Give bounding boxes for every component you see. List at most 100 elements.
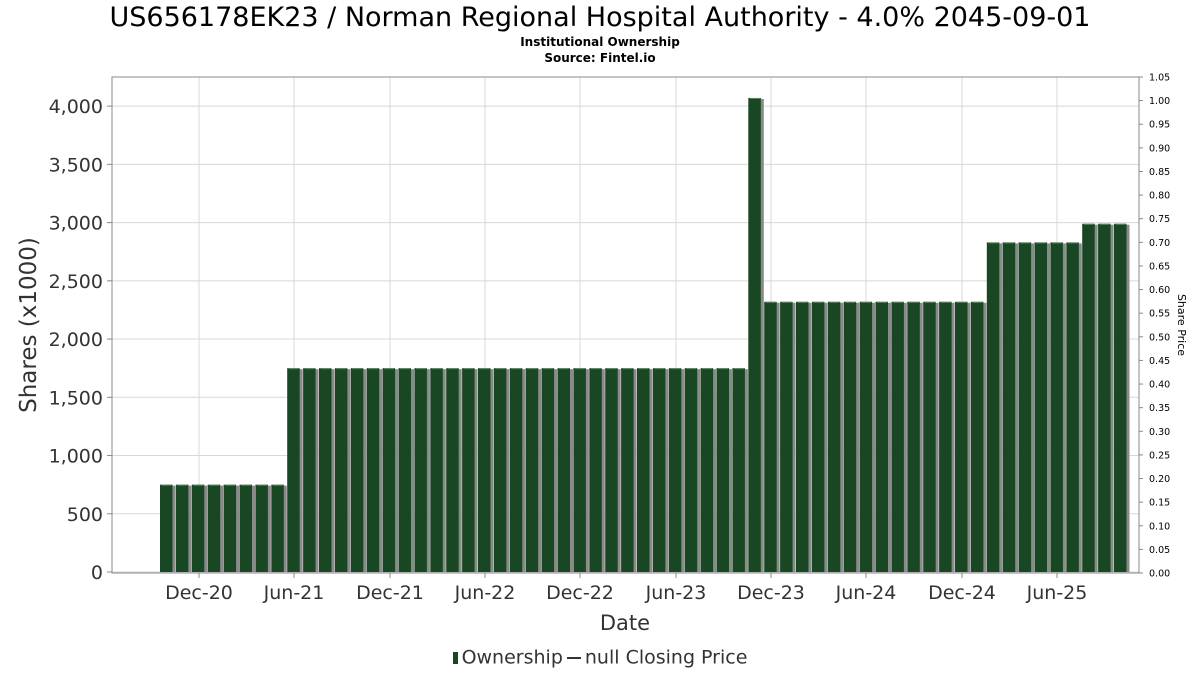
ownership-bar — [1050, 242, 1063, 572]
x-tick-label: Jun-22 — [454, 582, 516, 604]
y-tick-label: 2,000 — [49, 329, 103, 351]
ownership-bar — [605, 368, 618, 572]
y2-tick-label: 0.30 — [1149, 427, 1170, 438]
x-tick-label: Jun-25 — [1026, 582, 1088, 604]
chart-title: US656178EK23 / Norman Regional Hospital … — [109, 2, 1091, 33]
chart-source: Source: Fintel.io — [544, 51, 656, 65]
price-legend-swatch — [566, 656, 581, 659]
ownership-bar — [541, 368, 555, 572]
x-tick-label: Jun-23 — [645, 582, 707, 604]
ownership-bar — [271, 484, 284, 572]
ownership-bar — [191, 484, 205, 572]
y2-tick-label: 0.35 — [1149, 403, 1170, 414]
ownership-bar — [1002, 242, 1016, 572]
ownership-bar — [175, 484, 189, 572]
ownership-bar — [955, 301, 968, 572]
y-tick-label: 1,500 — [49, 387, 103, 409]
ownership-bar — [716, 368, 729, 572]
y-tick-label: 500 — [67, 504, 103, 526]
ownership-bar — [1066, 242, 1079, 572]
ownership-bar — [350, 368, 364, 572]
axes: 0 500 1,000 1,500 2,000 2,500 3,000 3,500 4,000 D… — [49, 73, 1171, 605]
ownership-bar — [939, 301, 952, 572]
y2-tick-label: 0.00 — [1149, 569, 1170, 580]
ownership-bar — [732, 368, 745, 572]
x-tick-label: Jun-24 — [835, 582, 897, 604]
ownership-bar — [557, 368, 570, 572]
y2-tick-label: 1.00 — [1149, 96, 1170, 107]
ownership-bar — [796, 301, 809, 572]
ownership-legend-swatch — [452, 651, 458, 664]
ownership-bar — [319, 368, 332, 572]
ownership-bar — [621, 368, 634, 572]
bars — [160, 97, 1130, 573]
y-tick-label: 3,500 — [49, 154, 103, 176]
ownership-bar — [398, 368, 411, 572]
x-axis-label: Date — [600, 611, 650, 635]
ownership-bar — [1098, 223, 1111, 573]
x-tick-label: Dec-20 — [165, 582, 233, 604]
y2-tick-label: 0.20 — [1149, 474, 1170, 485]
y-tick-label: 4,000 — [49, 96, 103, 118]
ownership-bar — [1034, 242, 1047, 572]
ownership-bar — [780, 301, 793, 572]
ownership-bar — [223, 484, 237, 572]
ownership-bar — [700, 368, 714, 572]
legend-ownership: Ownership — [461, 646, 563, 669]
ownership-bar — [382, 368, 396, 572]
ownership-bar — [764, 301, 777, 572]
plot-frame — [111, 76, 1140, 574]
x-tick-label: Dec-23 — [737, 582, 805, 604]
ownership-bar — [923, 301, 936, 572]
y2-tick-label: 0.50 — [1149, 332, 1170, 343]
y2-tick-label: 0.45 — [1149, 356, 1170, 367]
y2-tick-label: 0.05 — [1149, 545, 1170, 556]
ownership-bar — [1082, 223, 1095, 573]
ownership-bar — [239, 484, 252, 572]
y2-tick-label: 0.90 — [1149, 143, 1170, 154]
y-tick-label: 1,000 — [49, 446, 103, 468]
ownership-bar — [207, 484, 221, 572]
ownership-bar — [652, 368, 666, 572]
ownership-bar — [1018, 242, 1032, 572]
ownership-bar — [493, 368, 507, 572]
ownership-bar — [255, 484, 268, 572]
ownership-bar — [446, 368, 459, 572]
ownership-bar — [986, 242, 1000, 572]
ownership-bar — [414, 368, 427, 572]
x-tick-label: Dec-21 — [356, 582, 424, 604]
ownership-bar — [509, 368, 523, 572]
chart-subtitle: Institutional Ownership — [520, 35, 680, 49]
y2-tick-label: 0.95 — [1149, 120, 1170, 131]
ownership-bar — [589, 368, 602, 572]
y-tick-label: 2,500 — [49, 271, 103, 293]
ownership-bar — [573, 368, 586, 572]
ownership-bar — [970, 301, 984, 572]
ownership-bar — [525, 368, 539, 572]
y2-tick-label: 0.70 — [1149, 238, 1170, 249]
ownership-bar — [859, 301, 873, 572]
y2-axis-label: Share Price — [1175, 294, 1188, 356]
y-tick-label: 3,000 — [49, 213, 103, 235]
ownership-bar — [287, 368, 300, 572]
y2-tick-label: 1.05 — [1149, 73, 1170, 84]
ownership-bar — [462, 368, 475, 572]
y2-tick-label: 0.85 — [1149, 167, 1170, 178]
y2-tick-label: 0.25 — [1149, 450, 1170, 461]
y2-tick-label: 0.40 — [1149, 380, 1170, 391]
legend: Ownership null Closing Price — [0, 646, 1200, 669]
ownership-bar — [827, 301, 841, 572]
ownership-bar — [430, 368, 443, 572]
ownership-bar — [160, 484, 173, 572]
ownership-bar — [303, 368, 316, 572]
ownership-bar — [843, 301, 857, 572]
ownership-bar — [334, 368, 348, 572]
ownership-bar — [668, 368, 682, 572]
ownership-bar — [637, 368, 650, 572]
ownership-bar — [684, 368, 698, 572]
y2-tick-label: 0.80 — [1149, 191, 1170, 202]
ownership-bar — [907, 301, 920, 572]
y2-tick-label: 0.55 — [1149, 309, 1170, 320]
y2-tick-label: 0.75 — [1149, 214, 1170, 225]
